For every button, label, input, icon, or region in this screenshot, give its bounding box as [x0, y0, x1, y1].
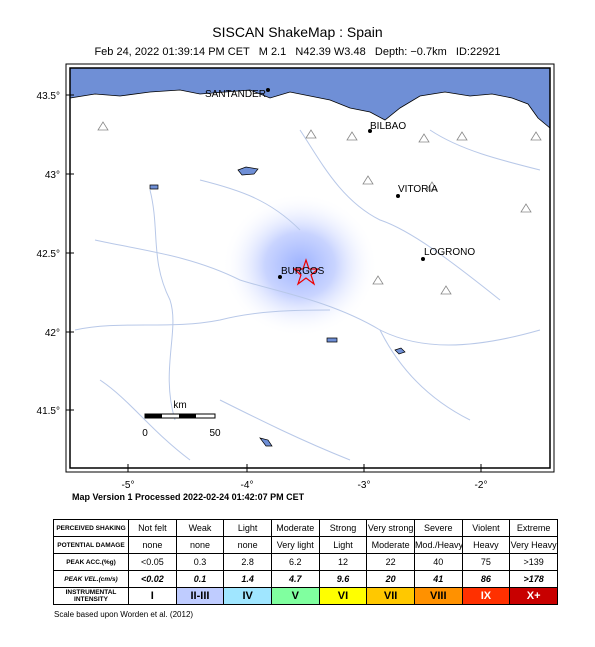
table-cell: 1.4	[223, 570, 272, 588]
lakes	[149, 166, 406, 447]
table-cell: IV	[223, 587, 272, 605]
stations	[97, 121, 542, 295]
scale-max: 50	[209, 428, 221, 439]
table-cell: Severe	[413, 519, 463, 537]
table-row: PEAK ACC.(%g) <0.05 0.3 2.8 6.2 12 22 40 75 >139	[53, 553, 558, 571]
table-cell: Strong	[318, 519, 368, 537]
city-label: LOGRONO	[424, 247, 475, 258]
city-label: BURGOS	[281, 266, 325, 277]
subtitle: Feb 24, 2022 01:39:14 PM CET M 2.1 N42.3…	[94, 46, 501, 58]
table-row: POTENTIAL DAMAGE none none none Very light Li…	[53, 536, 558, 554]
table-cell: 4.7	[270, 570, 320, 588]
lat-label: 42°	[45, 328, 60, 339]
table-cell: 0.1	[175, 570, 225, 588]
table-row: INSTRUMENTAL INTENSITY I II-III IV V VI VII VII…	[53, 587, 558, 605]
lat-label: 41.5°	[37, 406, 60, 417]
table-row: PERCEIVED SHAKING Not felt Weak Light Modera…	[53, 519, 558, 537]
table-cell: Moderate	[270, 519, 320, 537]
table-cell: I	[128, 587, 177, 605]
table-cell: Mod./Heavy	[413, 536, 463, 554]
scale-bar	[144, 413, 216, 419]
table-cell: Extreme	[509, 519, 558, 537]
city-label: VITORIA	[398, 184, 438, 195]
table-cell: 12	[318, 553, 368, 571]
lat-label: 43°	[45, 170, 60, 181]
footnote: Scale based upon Worden et al. (2012)	[54, 610, 194, 619]
table-cell: VI	[318, 587, 368, 605]
map: 43.5° 43° 42.5° 42° 41.5° -5° -4° -3° -2° SANTAND…	[37, 63, 555, 490]
table-cell: 9.6	[318, 570, 368, 588]
table-row: PEAK VEL.(cm/s) <0.02 0.1 1.4 4.7 9.6 20 41 86 >1…	[53, 570, 558, 588]
table-cell: II-III	[175, 587, 225, 605]
table-cell: none	[128, 536, 177, 554]
lon-label: -5°	[122, 480, 135, 490]
scale-unit: km	[173, 400, 186, 411]
table-cell: 0.3	[175, 553, 225, 571]
table-cell: none	[223, 536, 272, 554]
table-cell: Moderate	[366, 536, 415, 554]
table-cell: X+	[509, 587, 558, 605]
table-cell: VII	[366, 587, 415, 605]
table-cell: 75	[461, 553, 511, 571]
table-cell: Heavy	[461, 536, 511, 554]
table-cell: 86	[461, 570, 511, 588]
table-cell: none	[175, 536, 225, 554]
table-cell: Very Heavy	[509, 536, 558, 554]
table-cell: 6.2	[270, 553, 320, 571]
table-cell: Not felt	[128, 519, 177, 537]
table-cell: >178	[509, 570, 558, 588]
lat-label: 43.5°	[37, 91, 60, 102]
table-cell: Light	[223, 519, 272, 537]
table-cell: Very light	[270, 536, 320, 554]
epicenter	[292, 258, 320, 286]
shaking-area	[222, 193, 378, 337]
table-cell: >139	[509, 553, 558, 571]
rivers	[74, 129, 541, 461]
city-label: SANTANDER	[205, 89, 266, 100]
table-cell: IX	[461, 587, 511, 605]
city-dots	[266, 88, 425, 279]
row-label: INSTRUMENTAL INTENSITY	[53, 587, 129, 605]
table-cell: 22	[366, 553, 415, 571]
table-cell: VIII	[413, 587, 463, 605]
map-frame	[65, 63, 555, 473]
intensity-table: PERCEIVED SHAKING Not felt Weak Light Modera…	[53, 519, 558, 605]
table-cell: <0.02	[128, 570, 177, 588]
title: SISCAN ShakeMap : Spain	[212, 24, 383, 40]
map-version: Map Version 1 Processed 2022-02-24 01:42…	[72, 492, 305, 502]
row-label: PEAK VEL.(cm/s)	[53, 570, 129, 588]
table-cell: Weak	[175, 519, 225, 537]
table-cell: 20	[366, 570, 415, 588]
table-cell: <0.05	[128, 553, 177, 571]
table-cell: 41	[413, 570, 463, 588]
table-cell: Violent	[461, 519, 511, 537]
row-label: POTENTIAL DAMAGE	[53, 536, 129, 554]
table-cell: Very strong	[366, 519, 415, 537]
lon-label: -3°	[358, 480, 371, 490]
lon-label: -4°	[241, 480, 254, 490]
table-cell: V	[270, 587, 320, 605]
city-label: BILBAO	[370, 121, 406, 132]
table-cell: 2.8	[223, 553, 272, 571]
lat-label: 42.5°	[37, 249, 60, 260]
table-cell: 40	[413, 553, 463, 571]
lon-label: -2°	[475, 480, 488, 490]
scale-min: 0	[142, 428, 148, 439]
row-label: PERCEIVED SHAKING	[53, 519, 129, 537]
table-cell: Light	[318, 536, 368, 554]
row-label: PEAK ACC.(%g)	[53, 553, 129, 571]
sea	[69, 67, 551, 129]
